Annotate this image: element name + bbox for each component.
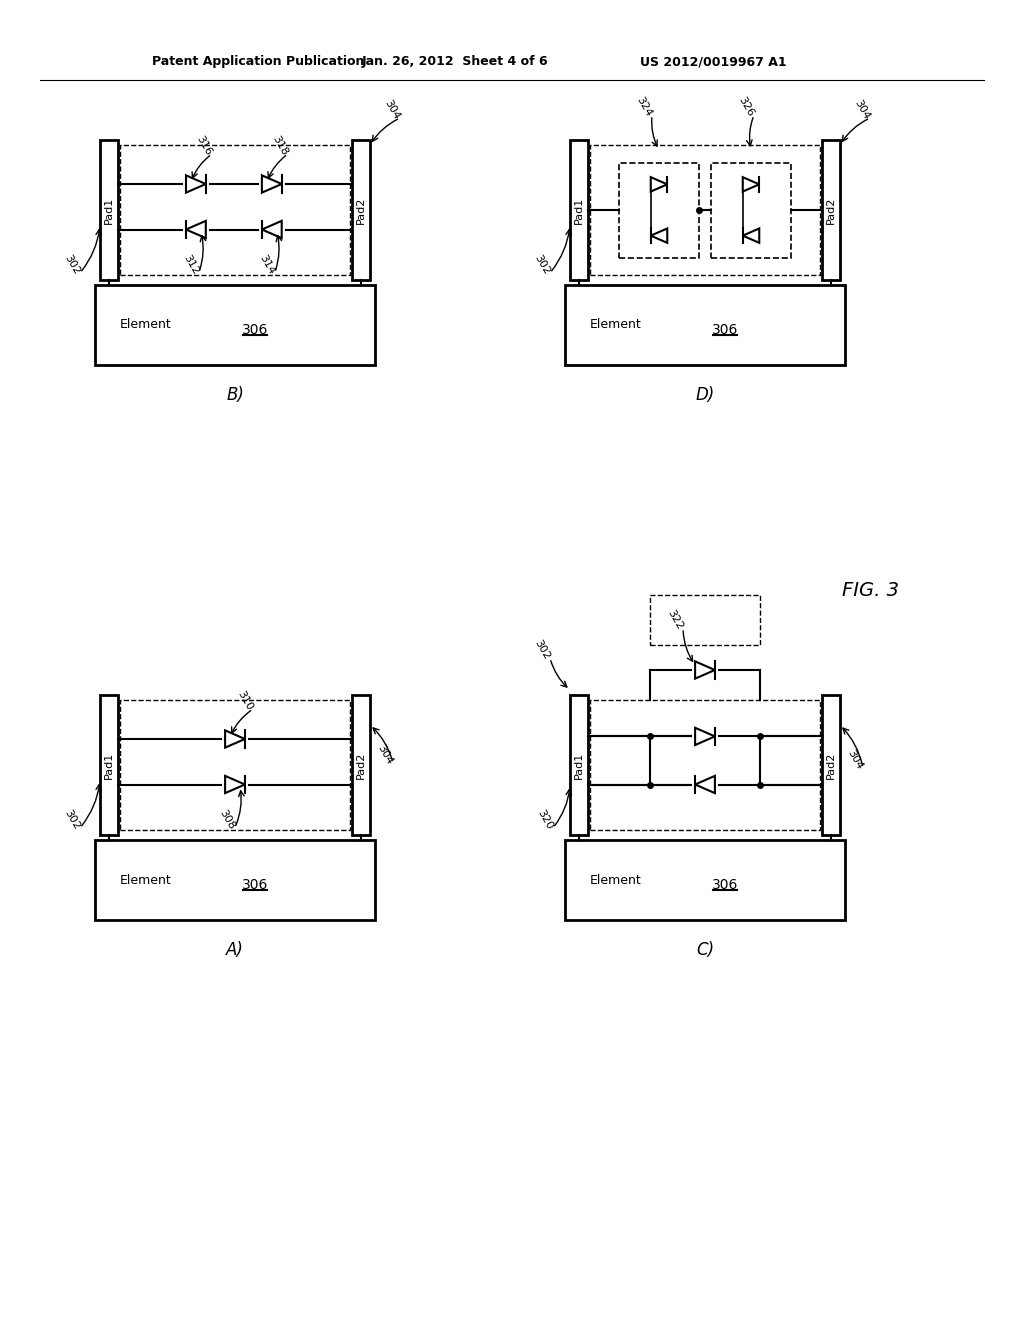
Text: 306: 306: [242, 323, 268, 337]
Text: 312: 312: [181, 253, 201, 276]
Text: Pad1: Pad1: [104, 751, 114, 779]
Text: Pad2: Pad2: [356, 197, 366, 223]
Text: 302: 302: [62, 808, 82, 832]
Text: 304: 304: [382, 99, 401, 121]
Text: Element: Element: [120, 874, 172, 887]
Text: Pad1: Pad1: [574, 197, 584, 223]
Text: 302: 302: [62, 253, 82, 277]
Text: 326: 326: [736, 95, 756, 119]
Text: US 2012/0019967 A1: US 2012/0019967 A1: [640, 55, 786, 69]
Text: B): B): [226, 385, 244, 404]
Text: 306: 306: [242, 878, 268, 892]
Text: 302: 302: [532, 639, 552, 661]
Text: Element: Element: [590, 318, 642, 331]
Bar: [95, 285, 375, 366]
Text: Patent Application Publication: Patent Application Publication: [152, 55, 365, 69]
Bar: [352, 140, 370, 280]
Text: A): A): [226, 941, 244, 960]
Text: 308: 308: [217, 808, 237, 832]
Text: Element: Element: [120, 318, 172, 331]
Bar: [120, 145, 350, 275]
Bar: [100, 696, 118, 836]
Bar: [618, 162, 699, 257]
Text: 304: 304: [852, 99, 871, 121]
Text: Pad1: Pad1: [574, 751, 584, 779]
Text: 316: 316: [195, 135, 213, 157]
Bar: [822, 696, 840, 836]
Bar: [590, 700, 820, 830]
Text: 322: 322: [666, 609, 685, 632]
Bar: [711, 162, 791, 257]
Bar: [100, 140, 118, 280]
Text: 318: 318: [270, 135, 290, 157]
Text: Pad2: Pad2: [356, 751, 366, 779]
Text: 310: 310: [236, 689, 255, 713]
Text: 306: 306: [712, 878, 738, 892]
Text: 320: 320: [536, 808, 555, 832]
Bar: [570, 696, 588, 836]
Bar: [352, 696, 370, 836]
Text: FIG. 3: FIG. 3: [842, 581, 898, 599]
Bar: [650, 595, 760, 645]
Bar: [570, 140, 588, 280]
Text: Element: Element: [590, 874, 642, 887]
Text: Pad1: Pad1: [104, 197, 114, 223]
Bar: [822, 140, 840, 280]
Text: C): C): [696, 941, 714, 960]
Bar: [590, 145, 820, 275]
Text: 302: 302: [532, 253, 552, 277]
Text: D): D): [695, 385, 715, 404]
Text: 314: 314: [257, 253, 276, 276]
Bar: [565, 840, 845, 920]
Text: 324: 324: [634, 95, 653, 119]
Bar: [565, 285, 845, 366]
Text: Jan. 26, 2012  Sheet 4 of 6: Jan. 26, 2012 Sheet 4 of 6: [362, 55, 549, 69]
Text: 304: 304: [846, 748, 864, 772]
Text: 304: 304: [376, 743, 394, 767]
Text: Pad2: Pad2: [826, 197, 836, 223]
Text: 306: 306: [712, 323, 738, 337]
Text: Pad2: Pad2: [826, 751, 836, 779]
Bar: [95, 840, 375, 920]
Bar: [120, 700, 350, 830]
